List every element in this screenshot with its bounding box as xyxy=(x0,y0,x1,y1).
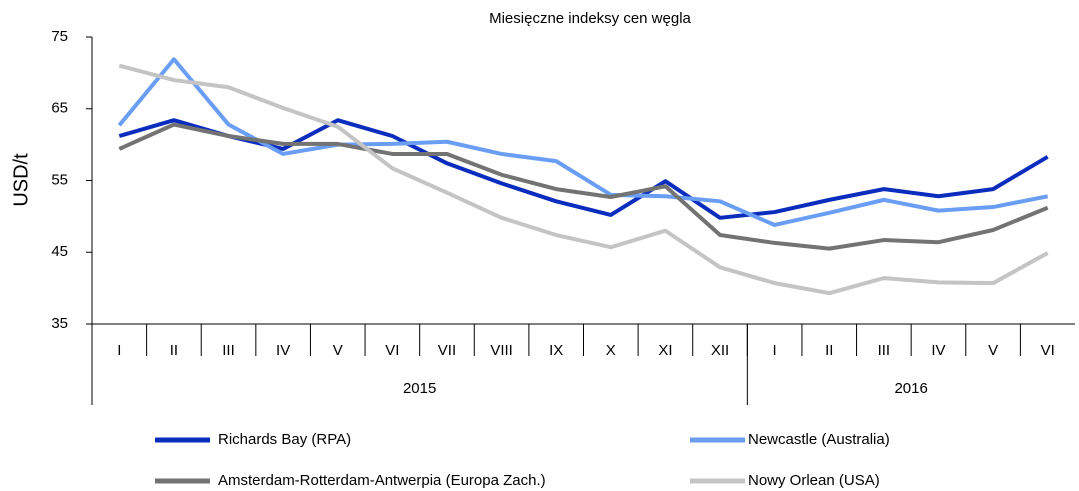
y-axis-label: USD/t xyxy=(10,153,32,207)
x-tick-label: X xyxy=(606,342,616,359)
chart-title: Miesięczne indeksy cen węgla xyxy=(489,10,691,27)
x-tick-label: VII xyxy=(438,342,456,359)
x-tick-label: III xyxy=(222,342,235,359)
x-tick-label: VIII xyxy=(490,342,513,359)
x-tick-label: XII xyxy=(711,342,729,359)
legend-label: Nowy Orlean (USA) xyxy=(748,472,880,489)
y-tick-label: 75 xyxy=(51,28,68,45)
group-label: 2015 xyxy=(403,380,436,397)
x-tick-label: I xyxy=(117,342,121,359)
legend-label: Newcastle (Australia) xyxy=(748,431,890,448)
y-tick-label: 35 xyxy=(51,315,68,332)
x-tick-label: IV xyxy=(276,342,290,359)
x-tick-label: I xyxy=(773,342,777,359)
y-tick-label: 45 xyxy=(51,243,68,260)
x-tick-label: V xyxy=(988,342,998,359)
x-tick-label: II xyxy=(825,342,833,359)
series-line xyxy=(118,122,1049,251)
x-tick-label: III xyxy=(878,342,891,359)
x-tick-label: VI xyxy=(1041,342,1055,359)
x-tick-label: IV xyxy=(931,342,945,359)
legend-label: Amsterdam-Rotterdam-Antwerpia (Europa Za… xyxy=(218,472,546,489)
group-label: 2016 xyxy=(894,380,927,397)
series-line xyxy=(118,63,1049,296)
x-tick-label: V xyxy=(333,342,343,359)
y-tick-label: 55 xyxy=(51,171,68,188)
series-line xyxy=(118,118,1049,220)
y-tick-label: 65 xyxy=(51,100,68,117)
x-tick-label: IX xyxy=(549,342,563,359)
legend-label: Richards Bay (RPA) xyxy=(218,431,351,448)
x-tick-label: VI xyxy=(385,342,399,359)
x-tick-label: II xyxy=(170,342,178,359)
series-line xyxy=(117,57,1049,227)
x-tick-label: XI xyxy=(658,342,672,359)
